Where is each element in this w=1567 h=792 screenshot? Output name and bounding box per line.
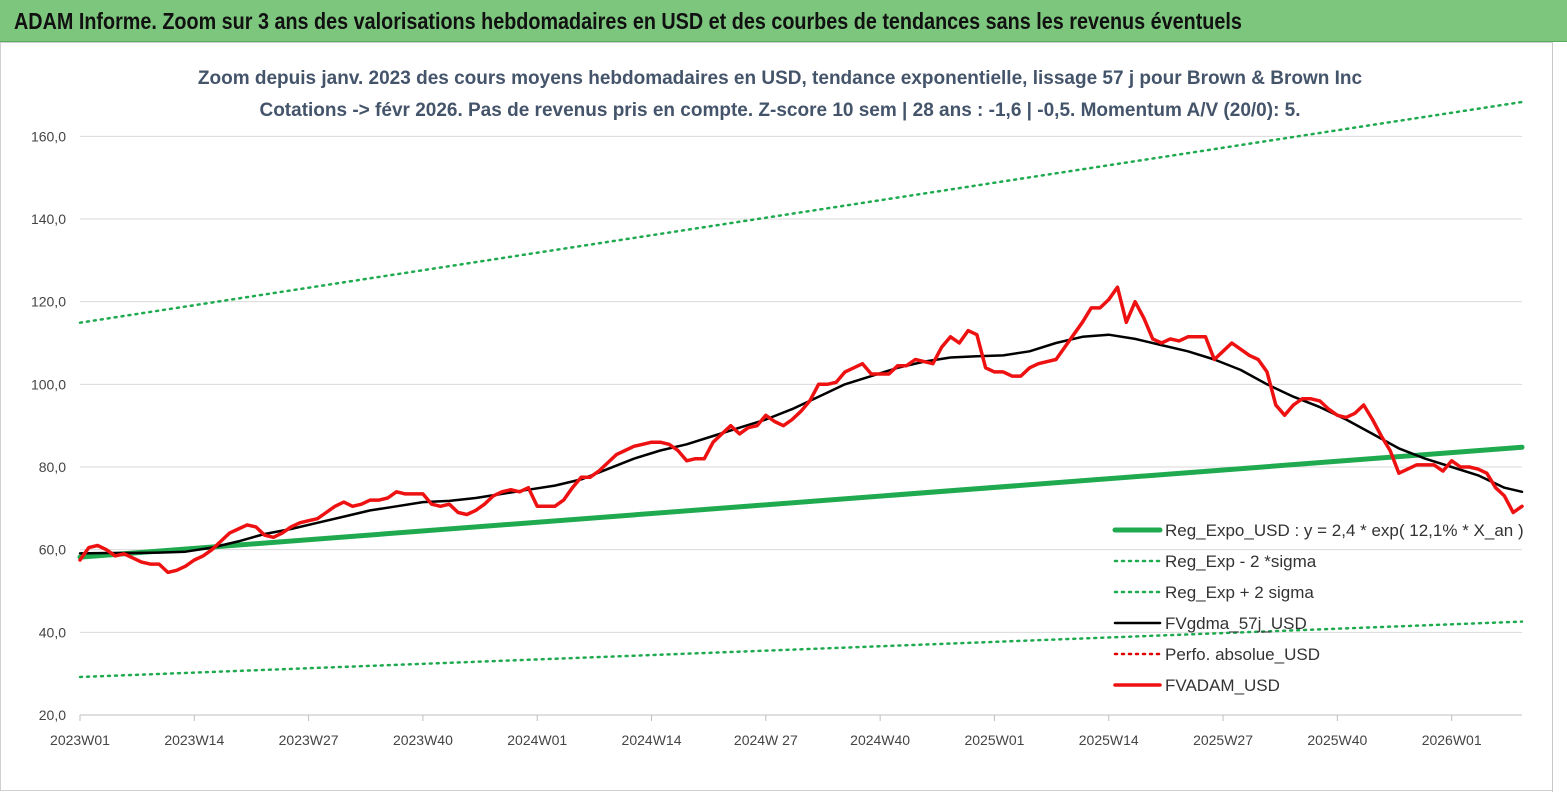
series-line: [78, 100, 1524, 324]
y-tick-label: 160,0: [31, 128, 66, 144]
y-tick-label: 40,0: [39, 624, 66, 640]
series-line: [78, 333, 1524, 555]
y-tick-label: 100,0: [31, 376, 66, 392]
x-axis: 2023W01 2023W14 2023W27 2023W40 2024W01 2024W…: [50, 714, 1522, 748]
x-tick-label: 2026W01: [1422, 732, 1482, 748]
plot-series: [77, 100, 1525, 679]
legend-label: Reg_Exp - 2 *sigma: [1165, 552, 1317, 571]
x-tick-label: 2024W14: [622, 732, 682, 748]
y-tick-label: 20,0: [39, 707, 66, 723]
scrollbar-strip: [1552, 42, 1567, 792]
chart-title-line-2: Cotations -> févr 2026. Pas de revenus p…: [259, 100, 1300, 121]
series-line: [78, 620, 1524, 679]
legend: Reg_Expo_USD : y = 2,4 * exp( 12,1% * X_…: [1112, 521, 1524, 695]
y-tick-label: 60,0: [39, 542, 66, 558]
x-tick-label: 2023W14: [164, 732, 224, 748]
y-tick-label: 80,0: [39, 459, 66, 475]
x-tick-label: 2023W01: [50, 732, 110, 748]
y-tick-label: 140,0: [31, 211, 66, 227]
legend-label: FVgdma_57j_USD: [1165, 614, 1307, 633]
y-tick-label: 120,0: [31, 294, 66, 310]
chart-title-line-1: Zoom depuis janv. 2023 des cours moyens …: [198, 68, 1363, 89]
x-tick-label: 2025W40: [1307, 732, 1367, 748]
x-tick-label: 2023W27: [279, 732, 339, 748]
x-tick-label: 2025W27: [1193, 732, 1253, 748]
legend-label: FVADAM_USD: [1165, 676, 1280, 695]
legend-label: Reg_Expo_USD : y = 2,4 * exp( 12,1% * X_…: [1165, 521, 1524, 540]
x-tick-label: 2024W01: [507, 732, 567, 748]
x-tick-label: 2024W40: [850, 732, 910, 748]
grid: [80, 135, 1522, 633]
series-line: [77, 444, 1525, 560]
x-tick-label: 2023W40: [393, 732, 453, 748]
legend-label: Perfo. absolue_USD: [1165, 645, 1320, 664]
series-line: [78, 285, 1524, 575]
x-tick-label: 2025W14: [1079, 732, 1139, 748]
y-axis: 20,0 40,0 60,0 80,0 100,0 120,0 140,0 160,0: [31, 128, 66, 723]
legend-label: Reg_Exp + 2 sigma: [1165, 583, 1314, 602]
x-tick-label: 2025W01: [964, 732, 1024, 748]
page-title: ADAM Informe. Zoom sur 3 ans des valoris…: [14, 8, 1242, 34]
x-tick-label: 2024W 27: [734, 732, 798, 748]
header-banner: ADAM Informe. Zoom sur 3 ans des valoris…: [0, 0, 1567, 42]
